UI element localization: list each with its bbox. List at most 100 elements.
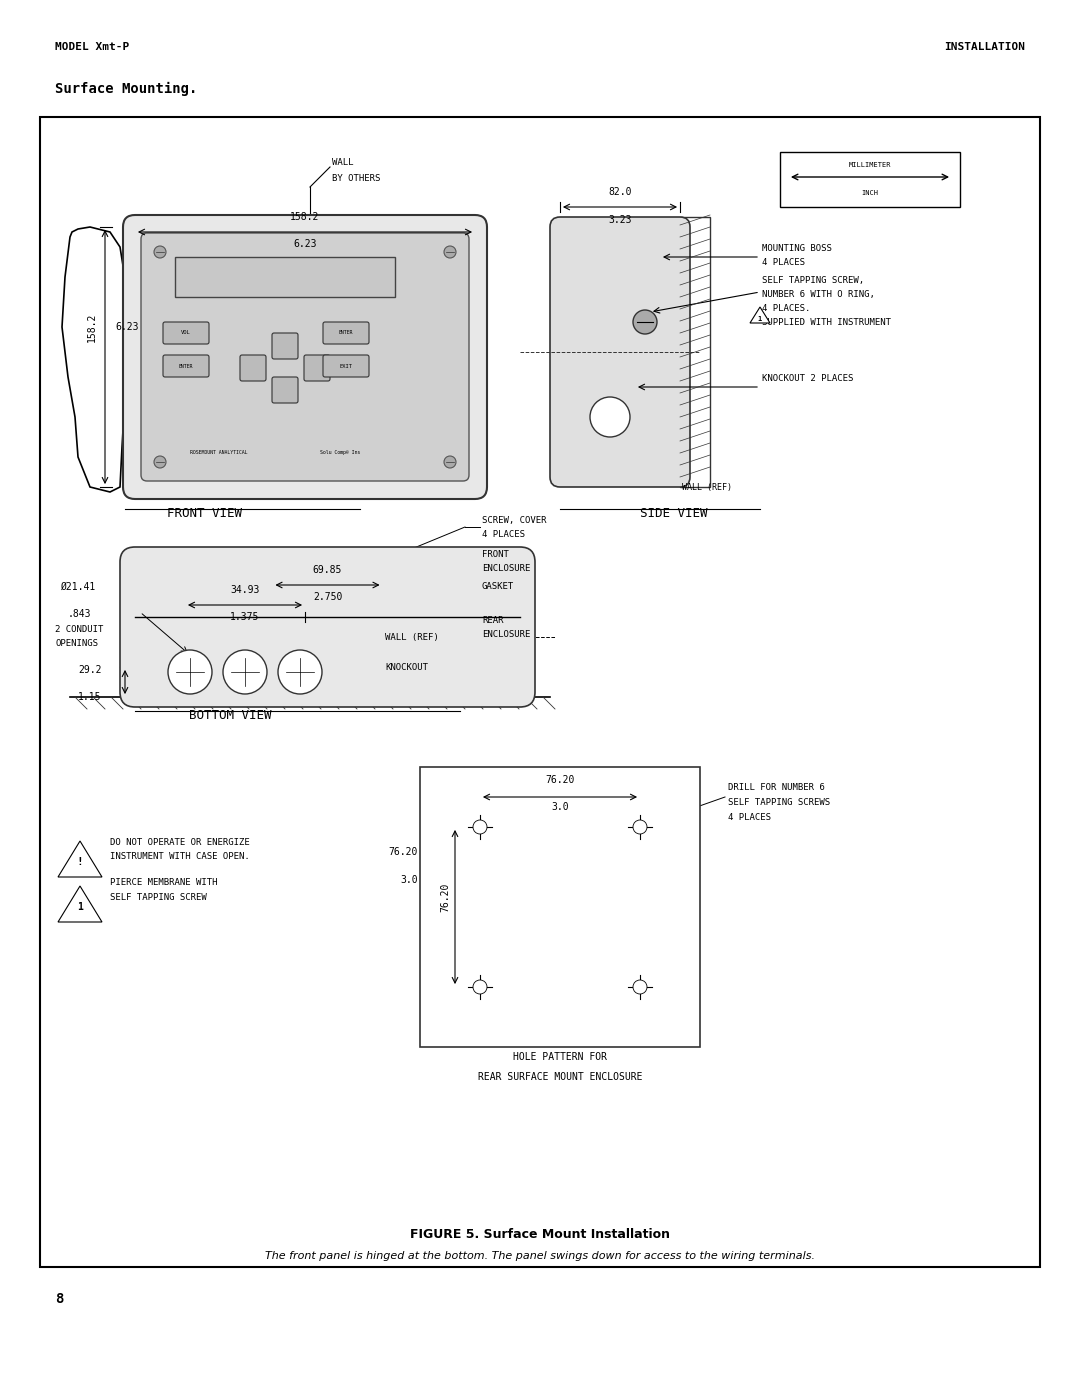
Text: INSTALLATION: INSTALLATION [944, 42, 1025, 52]
Text: 6.23: 6.23 [114, 321, 138, 332]
FancyBboxPatch shape [163, 355, 210, 377]
Text: ENCLOSURE: ENCLOSURE [482, 630, 530, 638]
Text: 1: 1 [77, 902, 83, 912]
Text: ENTER: ENTER [339, 331, 353, 335]
Text: DO NOT OPERATE OR ENERGIZE: DO NOT OPERATE OR ENERGIZE [110, 838, 249, 847]
FancyBboxPatch shape [40, 117, 1040, 1267]
Bar [780, 152, 960, 207]
FancyBboxPatch shape [272, 377, 298, 402]
Circle shape [168, 650, 212, 694]
Text: 1.375: 1.375 [230, 612, 259, 622]
Text: EXIT: EXIT [339, 363, 352, 369]
Text: ENTER: ENTER [179, 363, 193, 369]
Polygon shape [58, 886, 102, 922]
Text: 6.23: 6.23 [294, 239, 316, 249]
FancyBboxPatch shape [272, 332, 298, 359]
Text: 29.2: 29.2 [78, 665, 102, 675]
Circle shape [633, 310, 657, 334]
Text: MOUNTING BOSS: MOUNTING BOSS [762, 244, 832, 253]
Text: !: ! [77, 856, 83, 868]
FancyBboxPatch shape [550, 217, 690, 488]
Text: BY OTHERS: BY OTHERS [332, 175, 380, 183]
Text: 8: 8 [55, 1292, 64, 1306]
Text: SELF TAPPING SCREW: SELF TAPPING SCREW [110, 893, 206, 902]
FancyBboxPatch shape [303, 355, 330, 381]
Text: 4 PLACES: 4 PLACES [482, 529, 525, 539]
Polygon shape [58, 841, 102, 877]
Text: MODEL Xmt-P: MODEL Xmt-P [55, 42, 130, 52]
Text: 76.20: 76.20 [545, 775, 575, 785]
Text: 1.15: 1.15 [78, 692, 102, 703]
FancyBboxPatch shape [323, 355, 369, 377]
Text: HOLE PATTERN FOR: HOLE PATTERN FOR [513, 1052, 607, 1062]
FancyBboxPatch shape [120, 548, 535, 707]
Circle shape [278, 650, 322, 694]
Circle shape [154, 455, 166, 468]
Text: SCREW, COVER: SCREW, COVER [482, 515, 546, 525]
Text: 4 PLACES: 4 PLACES [762, 258, 805, 267]
Circle shape [633, 981, 647, 995]
Text: 69.85: 69.85 [313, 564, 342, 576]
Text: 34.93: 34.93 [230, 585, 259, 595]
Polygon shape [62, 226, 129, 492]
Circle shape [222, 650, 267, 694]
Text: ROSEMOUNT ANALYTICAL: ROSEMOUNT ANALYTICAL [190, 450, 247, 454]
Text: SELF TAPPING SCREWS: SELF TAPPING SCREWS [728, 798, 831, 807]
Text: FIGURE 5. Surface Mount Installation: FIGURE 5. Surface Mount Installation [410, 1228, 670, 1241]
Text: 2 CONDUIT: 2 CONDUIT [55, 624, 104, 634]
FancyBboxPatch shape [123, 215, 487, 499]
Text: VOL: VOL [181, 331, 191, 335]
Text: 76.20: 76.20 [440, 883, 450, 912]
Text: REAR: REAR [482, 616, 503, 624]
FancyBboxPatch shape [163, 321, 210, 344]
Text: OPENINGS: OPENINGS [55, 638, 98, 648]
Text: GASKET: GASKET [482, 583, 514, 591]
Polygon shape [750, 307, 770, 323]
Text: WALL: WALL [332, 158, 353, 168]
Text: WALL (REF): WALL (REF) [681, 482, 732, 492]
Text: 2.750: 2.750 [313, 592, 342, 602]
Text: .843: .843 [68, 609, 92, 619]
Bar [420, 767, 700, 1046]
Text: 4 PLACES: 4 PLACES [728, 813, 771, 821]
Text: 3.23: 3.23 [608, 215, 632, 225]
Text: 158.2: 158.2 [291, 212, 320, 222]
Text: SUPPLIED WITH INSTRUMENT: SUPPLIED WITH INSTRUMENT [762, 319, 891, 327]
Text: 1: 1 [758, 316, 762, 321]
Bar [680, 217, 710, 488]
Text: BOTTOM VIEW: BOTTOM VIEW [189, 710, 271, 722]
FancyBboxPatch shape [240, 355, 266, 381]
Text: 82.0: 82.0 [608, 187, 632, 197]
Text: The front panel is hinged at the bottom. The panel swings down for access to the: The front panel is hinged at the bottom.… [265, 1250, 815, 1261]
FancyBboxPatch shape [141, 233, 469, 481]
Text: SELF TAPPING SCREW,: SELF TAPPING SCREW, [762, 277, 864, 285]
Circle shape [154, 246, 166, 258]
Text: FRONT VIEW: FRONT VIEW [167, 507, 243, 520]
Circle shape [444, 455, 456, 468]
FancyBboxPatch shape [323, 321, 369, 344]
Text: 4 PLACES.: 4 PLACES. [762, 305, 810, 313]
Text: FRONT: FRONT [482, 550, 509, 559]
Text: NUMBER 6 WITH O RING,: NUMBER 6 WITH O RING, [762, 291, 875, 299]
Text: Surface Mounting.: Surface Mounting. [55, 82, 198, 96]
Bar [175, 257, 395, 298]
Text: DRILL FOR NUMBER 6: DRILL FOR NUMBER 6 [728, 782, 825, 792]
Text: 3.0: 3.0 [401, 875, 418, 886]
Text: MILLIMETER: MILLIMETER [849, 162, 891, 168]
Circle shape [444, 246, 456, 258]
Text: KNOCKOUT 2 PLACES: KNOCKOUT 2 PLACES [762, 374, 853, 383]
Text: 158.2: 158.2 [87, 313, 97, 342]
Text: 76.20: 76.20 [389, 847, 418, 856]
Circle shape [590, 397, 630, 437]
Text: KNOCKOUT: KNOCKOUT [384, 662, 428, 672]
Circle shape [473, 981, 487, 995]
Text: Ø21.41: Ø21.41 [60, 583, 95, 592]
Text: SIDE VIEW: SIDE VIEW [640, 507, 707, 520]
Text: WALL (REF): WALL (REF) [384, 633, 438, 641]
Text: INSTRUMENT WITH CASE OPEN.: INSTRUMENT WITH CASE OPEN. [110, 852, 249, 861]
Text: INCH: INCH [862, 190, 878, 196]
Text: REAR SURFACE MOUNT ENCLOSURE: REAR SURFACE MOUNT ENCLOSURE [477, 1071, 643, 1083]
Text: PIERCE MEMBRANE WITH: PIERCE MEMBRANE WITH [110, 877, 217, 887]
Text: Solu Comp® Ins: Solu Comp® Ins [320, 450, 361, 454]
Text: ENCLOSURE: ENCLOSURE [482, 564, 530, 573]
